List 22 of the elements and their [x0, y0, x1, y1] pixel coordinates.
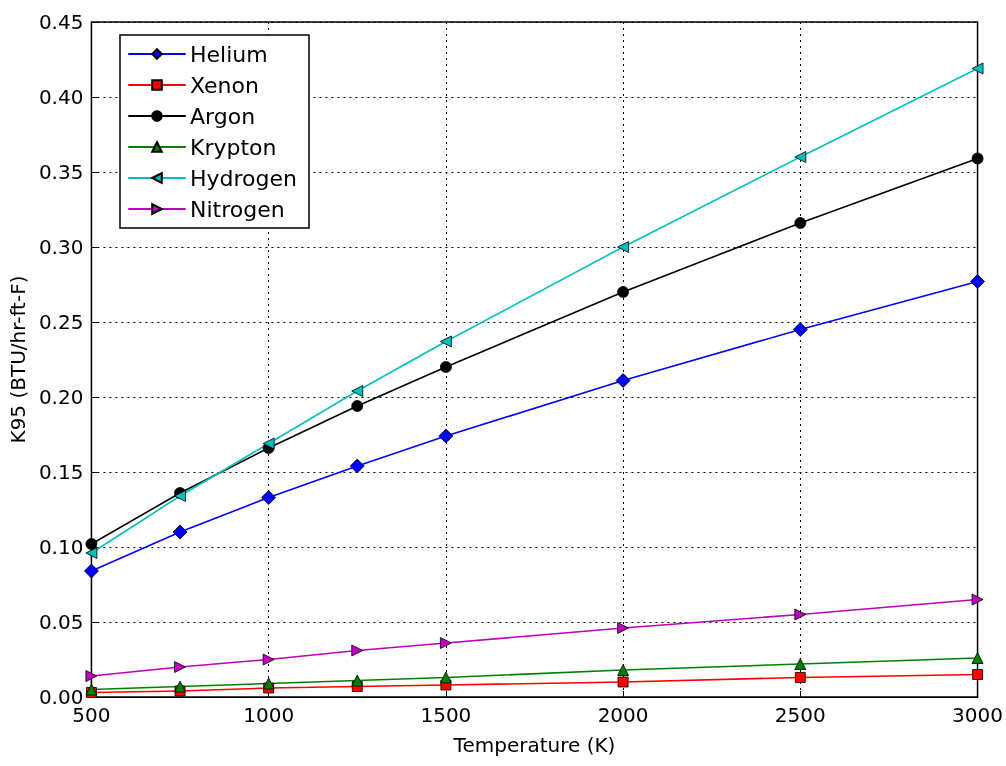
- y-tick-label: 0.20: [38, 385, 84, 409]
- y-axis-title: K95 (BTU/hr-ft-F): [6, 275, 30, 444]
- x-axis-title: Temperature (K): [452, 733, 616, 757]
- legend-label: Xenon: [190, 72, 259, 98]
- legend-label: Hydrogen: [190, 165, 297, 191]
- legend-label: Argon: [190, 103, 256, 129]
- y-tick-label: 0.35: [38, 160, 84, 184]
- y-tick-label: 0.25: [38, 310, 84, 334]
- x-tick-label: 3000: [952, 703, 1003, 727]
- legend-label: Nitrogen: [190, 196, 285, 222]
- legend-label: Helium: [190, 41, 268, 67]
- x-tick-label: 2500: [774, 703, 826, 727]
- x-tick-label: 1000: [243, 703, 295, 727]
- y-tick-label: 0.45: [38, 10, 84, 34]
- x-tick-label: 2000: [597, 703, 649, 727]
- legend-label: Krypton: [190, 134, 277, 160]
- y-tick-label: 0.15: [38, 460, 84, 484]
- y-tick-label: 0.40: [38, 85, 84, 109]
- y-tick-label: 0.30: [38, 235, 84, 259]
- x-tick-label: 1500: [420, 703, 472, 727]
- y-tick-label: 0.05: [38, 610, 84, 634]
- y-tick-label: 0.10: [38, 535, 84, 559]
